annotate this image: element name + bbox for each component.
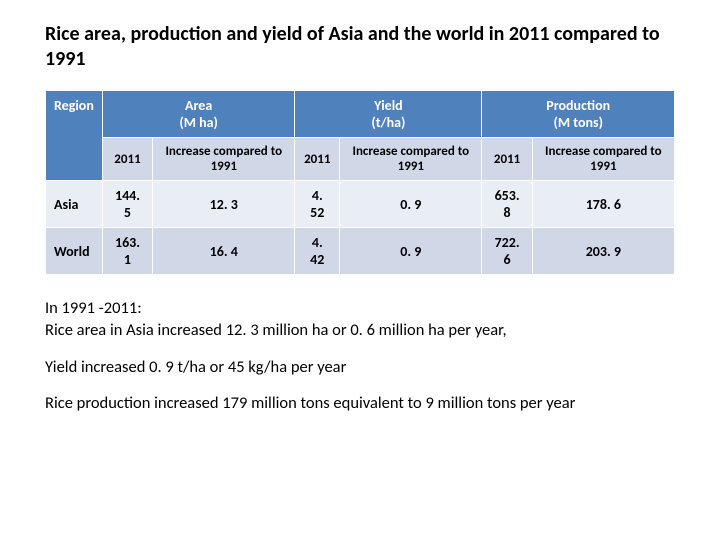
cell: 178. 6 — [532, 181, 674, 228]
row-label: Asia — [46, 181, 103, 228]
col-area: Area (M ha) — [102, 91, 295, 138]
page-title: Rice area, production and yield of Asia … — [45, 22, 675, 72]
cell: 0. 9 — [340, 181, 482, 228]
col-yield: Yield (t/ha) — [295, 91, 482, 138]
subcol-yield-2011: 2011 — [295, 138, 340, 181]
note-paragraph: Yield increased 0. 9 t/ha or 45 kg/ha pe… — [45, 356, 675, 378]
subcol-prod-increase: Increase compared to 1991 — [532, 138, 674, 181]
cell: 722. 6 — [482, 228, 532, 275]
cell: 203. 9 — [532, 228, 674, 275]
cell: 12. 3 — [153, 181, 295, 228]
subcol-area-2011: 2011 — [102, 138, 152, 181]
col-production: Production (M tons) — [482, 91, 675, 138]
cell: 653. 8 — [482, 181, 532, 228]
subcol-yield-increase: Increase compared to 1991 — [340, 138, 482, 181]
cell: 163. 1 — [102, 228, 152, 275]
table-header-row-1: Region Area (M ha) Yield (t/ha) Producti… — [46, 91, 675, 138]
cell: 0. 9 — [340, 228, 482, 275]
table-row: Asia 144. 5 12. 3 4. 52 0. 9 653. 8 178.… — [46, 181, 675, 228]
cell: 144. 5 — [102, 181, 152, 228]
data-table: Region Area (M ha) Yield (t/ha) Producti… — [45, 90, 675, 275]
cell: 4. 42 — [295, 228, 340, 275]
subcol-area-increase: Increase compared to 1991 — [153, 138, 295, 181]
notes-block: In 1991 -2011: Rice area in Asia increas… — [45, 297, 675, 414]
table-row: World 163. 1 16. 4 4. 42 0. 9 722. 6 203… — [46, 228, 675, 275]
subcol-prod-2011: 2011 — [482, 138, 532, 181]
note-paragraph: In 1991 -2011: Rice area in Asia increas… — [45, 297, 675, 342]
cell: 16. 4 — [153, 228, 295, 275]
table-header-row-2: 2011 Increase compared to 1991 2011 Incr… — [46, 138, 675, 181]
cell: 4. 52 — [295, 181, 340, 228]
row-label: World — [46, 228, 103, 275]
slide: Rice area, production and yield of Asia … — [0, 0, 720, 450]
note-paragraph: Rice production increased 179 million to… — [45, 392, 675, 414]
col-region: Region — [46, 91, 103, 181]
